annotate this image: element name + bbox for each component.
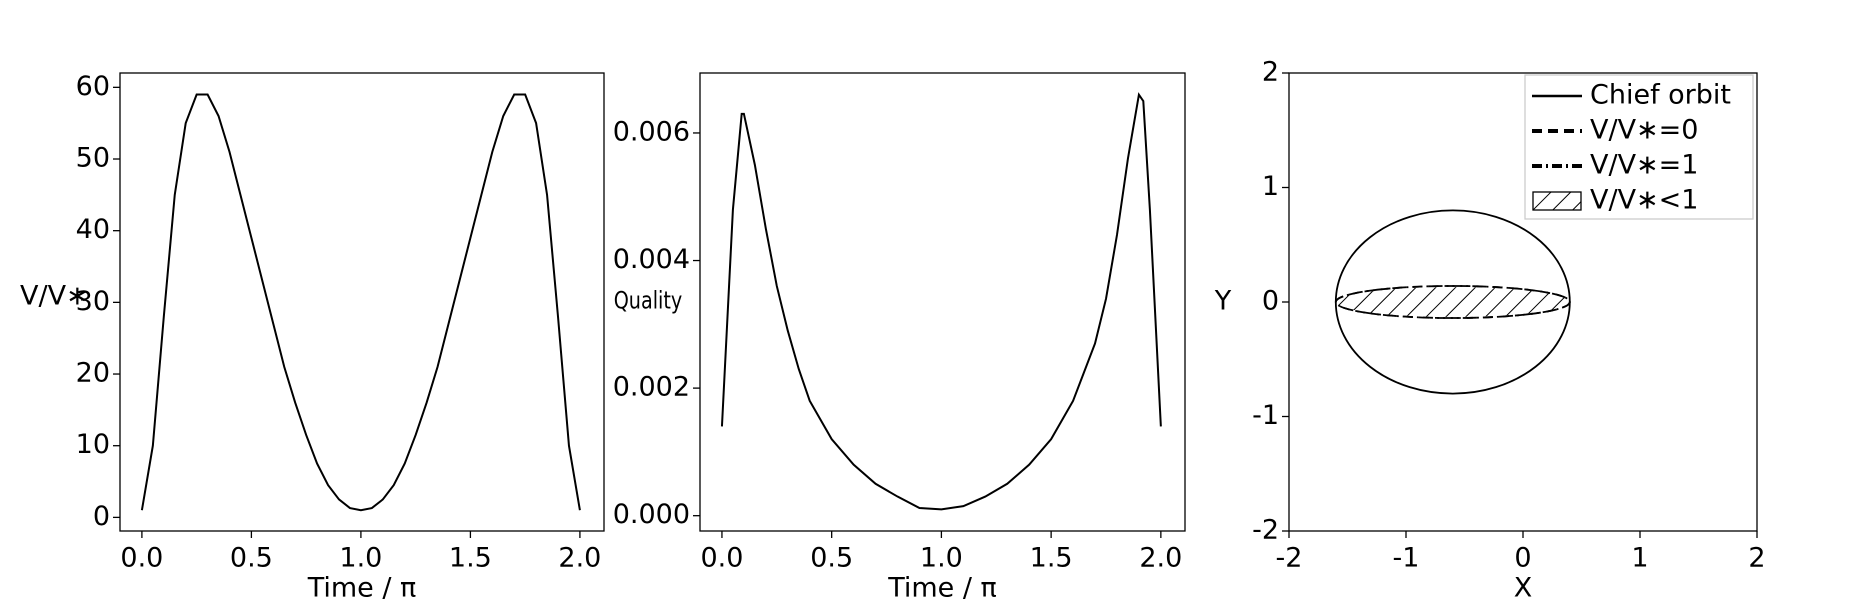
x-tick-label: 2.0 — [1139, 543, 1182, 574]
legend-label: V/V∗<1 — [1590, 185, 1698, 216]
y-tick-label: 40 — [76, 214, 110, 245]
axes-frame — [119, 72, 605, 532]
x-tick-label: 1.5 — [1030, 543, 1073, 574]
legend-label: V/V∗=0 — [1590, 115, 1698, 146]
x-axis-label: Time / π — [307, 573, 417, 600]
y-axis-label: Y — [1214, 286, 1232, 317]
x-tick-label: -1 — [1393, 543, 1420, 574]
y-tick-label: 2 — [1262, 57, 1279, 88]
x-tick-label: 1.0 — [339, 543, 382, 574]
y-tick-label: 0.002 — [613, 372, 690, 403]
y-tick-label: 10 — [76, 429, 110, 460]
x-tick-label: 0 — [1514, 543, 1531, 574]
legend-swatch — [1532, 191, 1582, 211]
x-axis-label: Time / π — [887, 573, 997, 600]
y-tick-label: 0.004 — [613, 244, 690, 275]
orbit-hatch — [1335, 287, 1570, 317]
y-tick-label: 0.006 — [613, 116, 690, 147]
x-tick-label: 2.0 — [558, 543, 601, 574]
x-tick-label: 0.5 — [810, 543, 853, 574]
x-tick-label: -2 — [1276, 543, 1303, 574]
legend-label: Chief orbit — [1590, 80, 1731, 111]
data-line — [140, 93, 581, 512]
data-line — [720, 92, 1162, 511]
y-tick-label: -1 — [1252, 400, 1279, 431]
x-tick-label: 1.0 — [920, 543, 963, 574]
x-tick-label: 0.5 — [230, 543, 273, 574]
x-tick-label: 2 — [1748, 543, 1765, 574]
y-tick-label: 1 — [1262, 171, 1279, 202]
y-tick-label: 0 — [1262, 286, 1279, 317]
y-tick-label: 0 — [93, 501, 110, 532]
axes-frame — [699, 72, 1186, 532]
y-axis-label: Quality — [614, 288, 683, 316]
x-axis-label: X — [1514, 573, 1533, 600]
legend-frame — [1524, 74, 1754, 220]
y-tick-label: 0.000 — [613, 499, 690, 530]
y-axis-label: V/V∗ — [20, 281, 89, 312]
y-tick-label: -2 — [1252, 515, 1279, 546]
y-tick-label: 30 — [76, 286, 110, 317]
y-tick-label: 20 — [76, 358, 110, 389]
x-tick-label: 1 — [1631, 543, 1648, 574]
y-tick-label: 60 — [76, 71, 110, 102]
x-tick-label: 0.0 — [120, 543, 163, 574]
x-tick-label: 0.0 — [700, 543, 743, 574]
x-tick-label: 1.5 — [449, 543, 492, 574]
y-tick-label: 50 — [76, 143, 110, 174]
legend-label: V/V∗=1 — [1590, 150, 1698, 181]
